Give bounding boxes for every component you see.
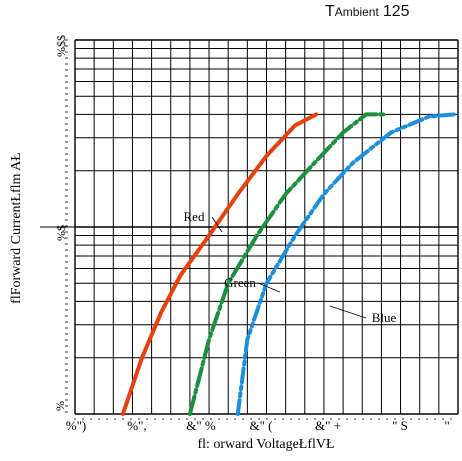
annotation-leader — [257, 282, 281, 293]
series-red-line — [120, 112, 319, 416]
x-tick-label: &" % — [186, 418, 216, 433]
x-tick-label: &" + — [315, 418, 341, 433]
tick-layer: %$$ %$% %") %", &" % &" ( &" + " S " — [53, 35, 450, 433]
y-tick-label: %$$ — [54, 35, 68, 57]
x-tick-label: &" ( — [250, 418, 273, 433]
x-tick-label: %") — [66, 418, 86, 433]
annotation-leader — [329, 305, 367, 319]
y-tick-label: % — [53, 401, 67, 411]
series-layer — [120, 112, 457, 416]
temperature-symbol: T — [325, 3, 335, 20]
annotation-blue: Blue — [372, 310, 397, 325]
y-axis-label: flForward CurrentŁflm AŁ — [9, 152, 24, 304]
y-tick-label: %$ — [54, 225, 68, 241]
x-tick-label: " — [444, 418, 449, 433]
series-blue-line — [235, 112, 457, 416]
temperature-subscript: Ambient — [334, 5, 379, 19]
annotation-red: Red — [184, 209, 205, 224]
x-tick-label: %", — [127, 418, 146, 433]
annotation-leader — [211, 216, 223, 233]
ambient-temperature-label: TAmbient 125 — [325, 3, 410, 21]
series-green-line — [187, 112, 388, 416]
x-tick-label: " S — [392, 418, 408, 433]
x-axis-label: fl: orward VoltageŁflVŁ — [197, 437, 334, 452]
temperature-value: 125 — [382, 3, 410, 20]
grid — [40, 39, 459, 420]
annotation-layer: Red Green Blue — [184, 209, 397, 325]
annotation-green: Green — [224, 275, 256, 290]
